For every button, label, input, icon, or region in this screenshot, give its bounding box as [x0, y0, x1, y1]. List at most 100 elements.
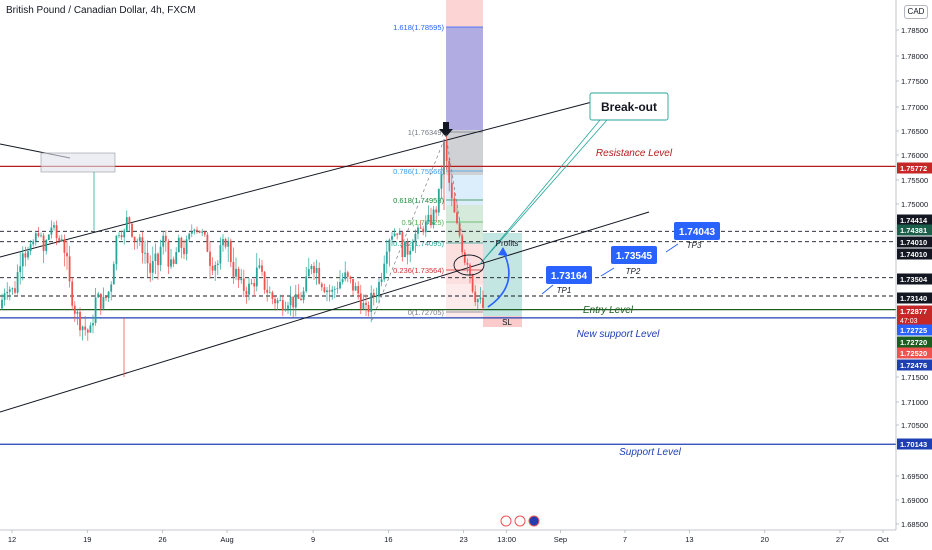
candle-body: [141, 237, 144, 254]
economic-events-flags[interactable]: [500, 515, 540, 527]
candle-body: [391, 236, 393, 240]
candle-body: [328, 290, 331, 292]
tp-badge-tp3[interactable]: 1.74043 TP3: [665, 222, 720, 253]
price-badge[interactable]: 1.72520: [897, 347, 932, 359]
price-badge[interactable]: 1.74010: [897, 236, 932, 248]
candle-body: [255, 267, 258, 287]
profit-zone[interactable]: [483, 233, 522, 316]
candle-body: [406, 241, 409, 255]
candle: [435, 206, 438, 223]
tp-badge-tp2[interactable]: 1.73545 TP2: [600, 246, 657, 277]
candle-body: [162, 235, 165, 247]
candle-body: [6, 291, 9, 294]
candle-body: [393, 233, 396, 237]
level-label-0: Resistance Level: [596, 148, 673, 159]
candle-body: [45, 239, 48, 251]
time-tick-label: Sep: [554, 535, 567, 544]
candle-body: [37, 233, 40, 237]
candle: [352, 279, 354, 296]
candle: [115, 235, 118, 271]
candle-body: [27, 251, 29, 258]
price-tick-label: 1.75000: [901, 200, 928, 209]
candle: [151, 246, 154, 281]
candle-body: [331, 289, 334, 292]
candle-body: [326, 290, 328, 293]
tp-pointer: [600, 267, 615, 277]
candle-body: [11, 288, 14, 290]
price-badge[interactable]: 1.75772: [897, 162, 932, 174]
candle: [40, 232, 42, 238]
candle-body: [105, 296, 107, 299]
candle-body: [84, 326, 87, 330]
stop-loss-zone[interactable]: [483, 316, 522, 327]
level-label-7: Support Level: [619, 447, 681, 458]
tp-name: TP2: [626, 267, 641, 276]
old-high-box[interactable]: [40, 152, 116, 173]
candle: [362, 294, 365, 310]
tp-badge-tp1[interactable]: 1.73164 TP1: [541, 266, 592, 295]
candle-body: [300, 298, 302, 301]
candle-body: [58, 238, 61, 241]
candle-body: [276, 300, 279, 304]
candle: [307, 257, 310, 277]
price-badge[interactable]: 1.74010: [897, 248, 932, 260]
candle-body: [123, 230, 126, 238]
price-tick-label: 1.75500: [901, 176, 928, 185]
candle: [164, 230, 167, 252]
candle-body: [357, 286, 360, 294]
candle: [476, 298, 479, 310]
price-badge[interactable]: 1.70143: [897, 438, 932, 450]
candle-body: [346, 272, 349, 277]
price-badge[interactable]: 1.72720: [897, 336, 932, 348]
candle: [222, 234, 224, 252]
candle-body: [16, 272, 19, 293]
price-badge[interactable]: 1.74414: [897, 214, 932, 226]
price-badge[interactable]: 1.73140: [897, 292, 932, 304]
candle-body: [89, 325, 92, 333]
candle: [242, 269, 245, 298]
price-badge-bg: [897, 214, 932, 226]
candle: [219, 237, 222, 270]
candle-body: [53, 225, 55, 228]
candles-layer: [1, 135, 484, 377]
candle-body: [354, 286, 357, 291]
candle: [453, 192, 456, 213]
price-badge-bg: [897, 347, 932, 359]
price-badge[interactable]: 1.73504: [897, 273, 932, 285]
candle-body: [73, 305, 76, 314]
tp-name: TP3: [687, 241, 702, 250]
candle-body: [401, 232, 404, 258]
breakout-callout[interactable]: Break-out: [479, 92, 669, 265]
candle: [47, 234, 50, 241]
candle-body: [209, 251, 211, 266]
candle: [99, 293, 102, 316]
price-badge[interactable]: 1.74381: [897, 224, 932, 236]
candle-body: [40, 235, 42, 237]
price-badge[interactable]: 1.72725: [897, 324, 932, 336]
candle: [201, 228, 204, 237]
candle: [255, 252, 258, 292]
candle: [333, 286, 336, 299]
candle-body: [380, 279, 383, 283]
candle-body: [284, 308, 287, 311]
candle: [185, 235, 188, 261]
candle: [180, 236, 183, 259]
price-badge-bg: [897, 162, 932, 174]
candle: [391, 231, 393, 247]
candle-body: [365, 302, 367, 305]
price-tick-label: 1.78000: [901, 52, 928, 61]
candle: [68, 246, 71, 288]
price-badge[interactable]: 1.72476: [897, 359, 932, 371]
channel-lower-line[interactable]: [0, 211, 650, 413]
candle: [216, 259, 219, 275]
channel-upper-line[interactable]: [0, 101, 593, 258]
price-tick-label: 1.68500: [901, 520, 928, 529]
price-badge-bg: [897, 273, 932, 285]
fib-label-1: 1(1.76349): [408, 128, 445, 137]
tp-value: 1.74043: [679, 227, 716, 238]
candle: [175, 247, 178, 265]
currency-badge[interactable]: CAD: [904, 5, 928, 19]
price-badge[interactable]: 1.72877 47:03: [897, 305, 932, 326]
candle: [268, 286, 271, 294]
